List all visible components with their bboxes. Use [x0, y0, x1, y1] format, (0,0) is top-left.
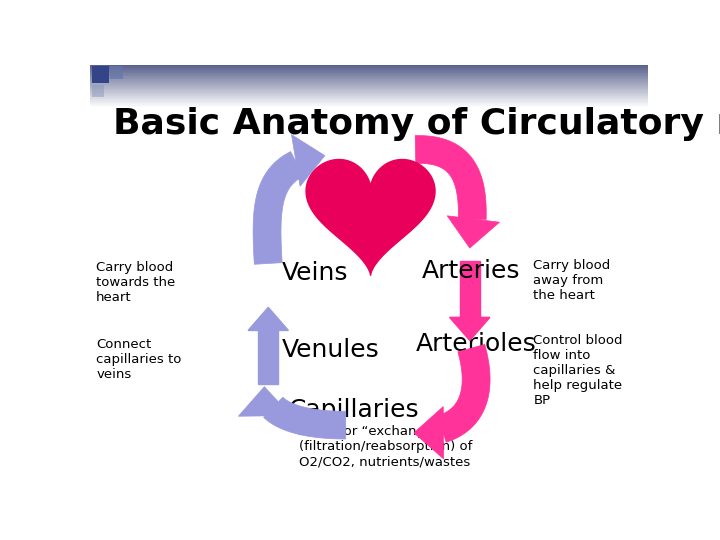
- Text: Control blood
flow into
capillaries &
help regulate
BP: Control blood flow into capillaries & he…: [534, 334, 623, 407]
- Bar: [90, 96, 648, 97]
- Polygon shape: [306, 159, 435, 275]
- Bar: [90, 92, 648, 93]
- Bar: [90, 101, 648, 102]
- Bar: [90, 100, 648, 101]
- Bar: [90, 72, 648, 73]
- Bar: [90, 86, 648, 87]
- Bar: [90, 91, 648, 92]
- Bar: [110, 66, 122, 79]
- Text: Carry blood
towards the
heart: Carry blood towards the heart: [96, 261, 176, 304]
- Bar: [90, 98, 648, 99]
- Bar: [90, 87, 648, 88]
- Bar: [90, 76, 648, 77]
- Text: Basic Anatomy of Circulatory routes: Basic Anatomy of Circulatory routes: [113, 107, 720, 141]
- Bar: [258, 327, 279, 384]
- Bar: [90, 88, 648, 89]
- Bar: [90, 83, 648, 84]
- Bar: [90, 65, 648, 66]
- Bar: [90, 66, 648, 67]
- Text: Arterioles: Arterioles: [415, 332, 536, 355]
- Polygon shape: [438, 345, 490, 442]
- Bar: [90, 94, 648, 95]
- Bar: [90, 102, 648, 103]
- Polygon shape: [449, 318, 490, 340]
- Text: Carry blood
away from
the heart: Carry blood away from the heart: [534, 259, 611, 302]
- Bar: [90, 77, 648, 78]
- Bar: [90, 82, 648, 83]
- Polygon shape: [238, 387, 291, 416]
- Bar: [90, 97, 648, 98]
- Bar: [90, 95, 648, 96]
- Text: Arteries: Arteries: [422, 259, 521, 283]
- Bar: [90, 67, 648, 68]
- Text: Connect
capillaries to
veins: Connect capillaries to veins: [96, 338, 181, 381]
- Bar: [90, 71, 648, 72]
- Bar: [90, 75, 648, 76]
- Bar: [90, 105, 648, 106]
- Bar: [90, 99, 648, 100]
- Bar: [90, 80, 648, 81]
- Bar: [91, 85, 104, 97]
- Bar: [90, 84, 648, 85]
- Bar: [90, 73, 648, 74]
- Text: Allow for “exchange”
(filtration/reabsorption) of
O2/CO2, nutrients/wastes: Allow for “exchange” (filtration/reabsor…: [300, 425, 472, 468]
- Bar: [90, 104, 648, 105]
- Bar: [459, 261, 480, 319]
- Text: Capillaries: Capillaries: [288, 398, 419, 422]
- Bar: [90, 69, 648, 70]
- Polygon shape: [447, 216, 500, 248]
- Bar: [90, 93, 648, 94]
- Polygon shape: [248, 307, 289, 330]
- Text: Veins: Veins: [282, 261, 348, 285]
- Bar: [90, 79, 648, 80]
- Bar: [90, 78, 648, 79]
- Bar: [90, 90, 648, 91]
- Bar: [91, 66, 109, 83]
- Bar: [90, 70, 648, 71]
- Polygon shape: [415, 136, 486, 219]
- Bar: [90, 103, 648, 104]
- Text: Venules: Venules: [282, 338, 380, 362]
- Bar: [90, 68, 648, 69]
- Bar: [90, 81, 648, 82]
- Polygon shape: [292, 134, 325, 186]
- Polygon shape: [264, 397, 346, 439]
- Polygon shape: [414, 407, 444, 459]
- Bar: [90, 89, 648, 90]
- Bar: [90, 85, 648, 86]
- Bar: [90, 74, 648, 75]
- Polygon shape: [253, 152, 303, 264]
- Bar: [90, 106, 648, 107]
